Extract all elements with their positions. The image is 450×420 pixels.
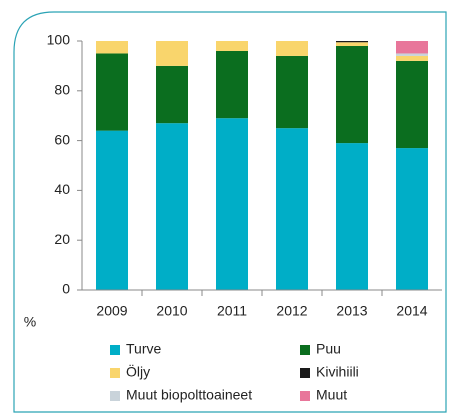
x-tick-label: 2013: [336, 303, 367, 319]
bar-segment: [96, 53, 128, 131]
bar-segment: [216, 41, 248, 51]
x-tick-label: 2009: [96, 303, 127, 319]
y-tick-label: 0: [62, 281, 70, 297]
legend-label: Kivihiili: [316, 364, 359, 380]
bar-segment: [336, 45, 368, 144]
bar-segment: [336, 41, 368, 43]
legend-swatch: [300, 345, 310, 355]
y-tick-label: 60: [54, 131, 70, 147]
x-tick-label: 2010: [156, 303, 187, 319]
bar-segment: [336, 143, 368, 290]
x-tick-label: 2012: [276, 303, 307, 319]
bar-segment: [156, 65, 188, 124]
bar-segment: [156, 123, 188, 290]
y-tick-label: 40: [54, 181, 70, 197]
legend-label: Öljy: [126, 363, 150, 380]
bar-segment: [396, 60, 428, 149]
bar-segment: [396, 41, 428, 54]
x-tick-label: 2014: [396, 303, 427, 319]
legend-label: Turve: [126, 341, 161, 357]
bar-segment: [276, 55, 308, 129]
legend-label: Puu: [316, 341, 341, 357]
legend-swatch: [300, 391, 310, 401]
y-unit: %: [24, 314, 36, 330]
bar-segment: [396, 53, 428, 56]
bar-segment: [216, 118, 248, 290]
legend-swatch: [110, 368, 120, 378]
bar-segment: [96, 130, 128, 290]
bar-segment: [396, 148, 428, 290]
bar-segment: [216, 50, 248, 119]
y-tick-label: 80: [54, 82, 70, 98]
y-tick-label: 20: [54, 231, 70, 247]
frame: [13, 11, 447, 413]
legend-swatch: [110, 345, 120, 355]
bar-segment: [276, 41, 308, 56]
legend-swatch: [110, 391, 120, 401]
bar-segment: [396, 55, 428, 61]
bar-segment: [336, 42, 368, 46]
bar-segment: [276, 128, 308, 290]
legend-label: Muut: [316, 387, 347, 403]
legend-swatch: [300, 368, 310, 378]
bar-segment: [96, 41, 128, 54]
bar-segment: [156, 41, 188, 66]
legend-label: Muut biopolttoaineet: [126, 387, 252, 403]
x-tick-label: 2011: [217, 303, 247, 319]
y-tick-label: 100: [47, 32, 71, 48]
